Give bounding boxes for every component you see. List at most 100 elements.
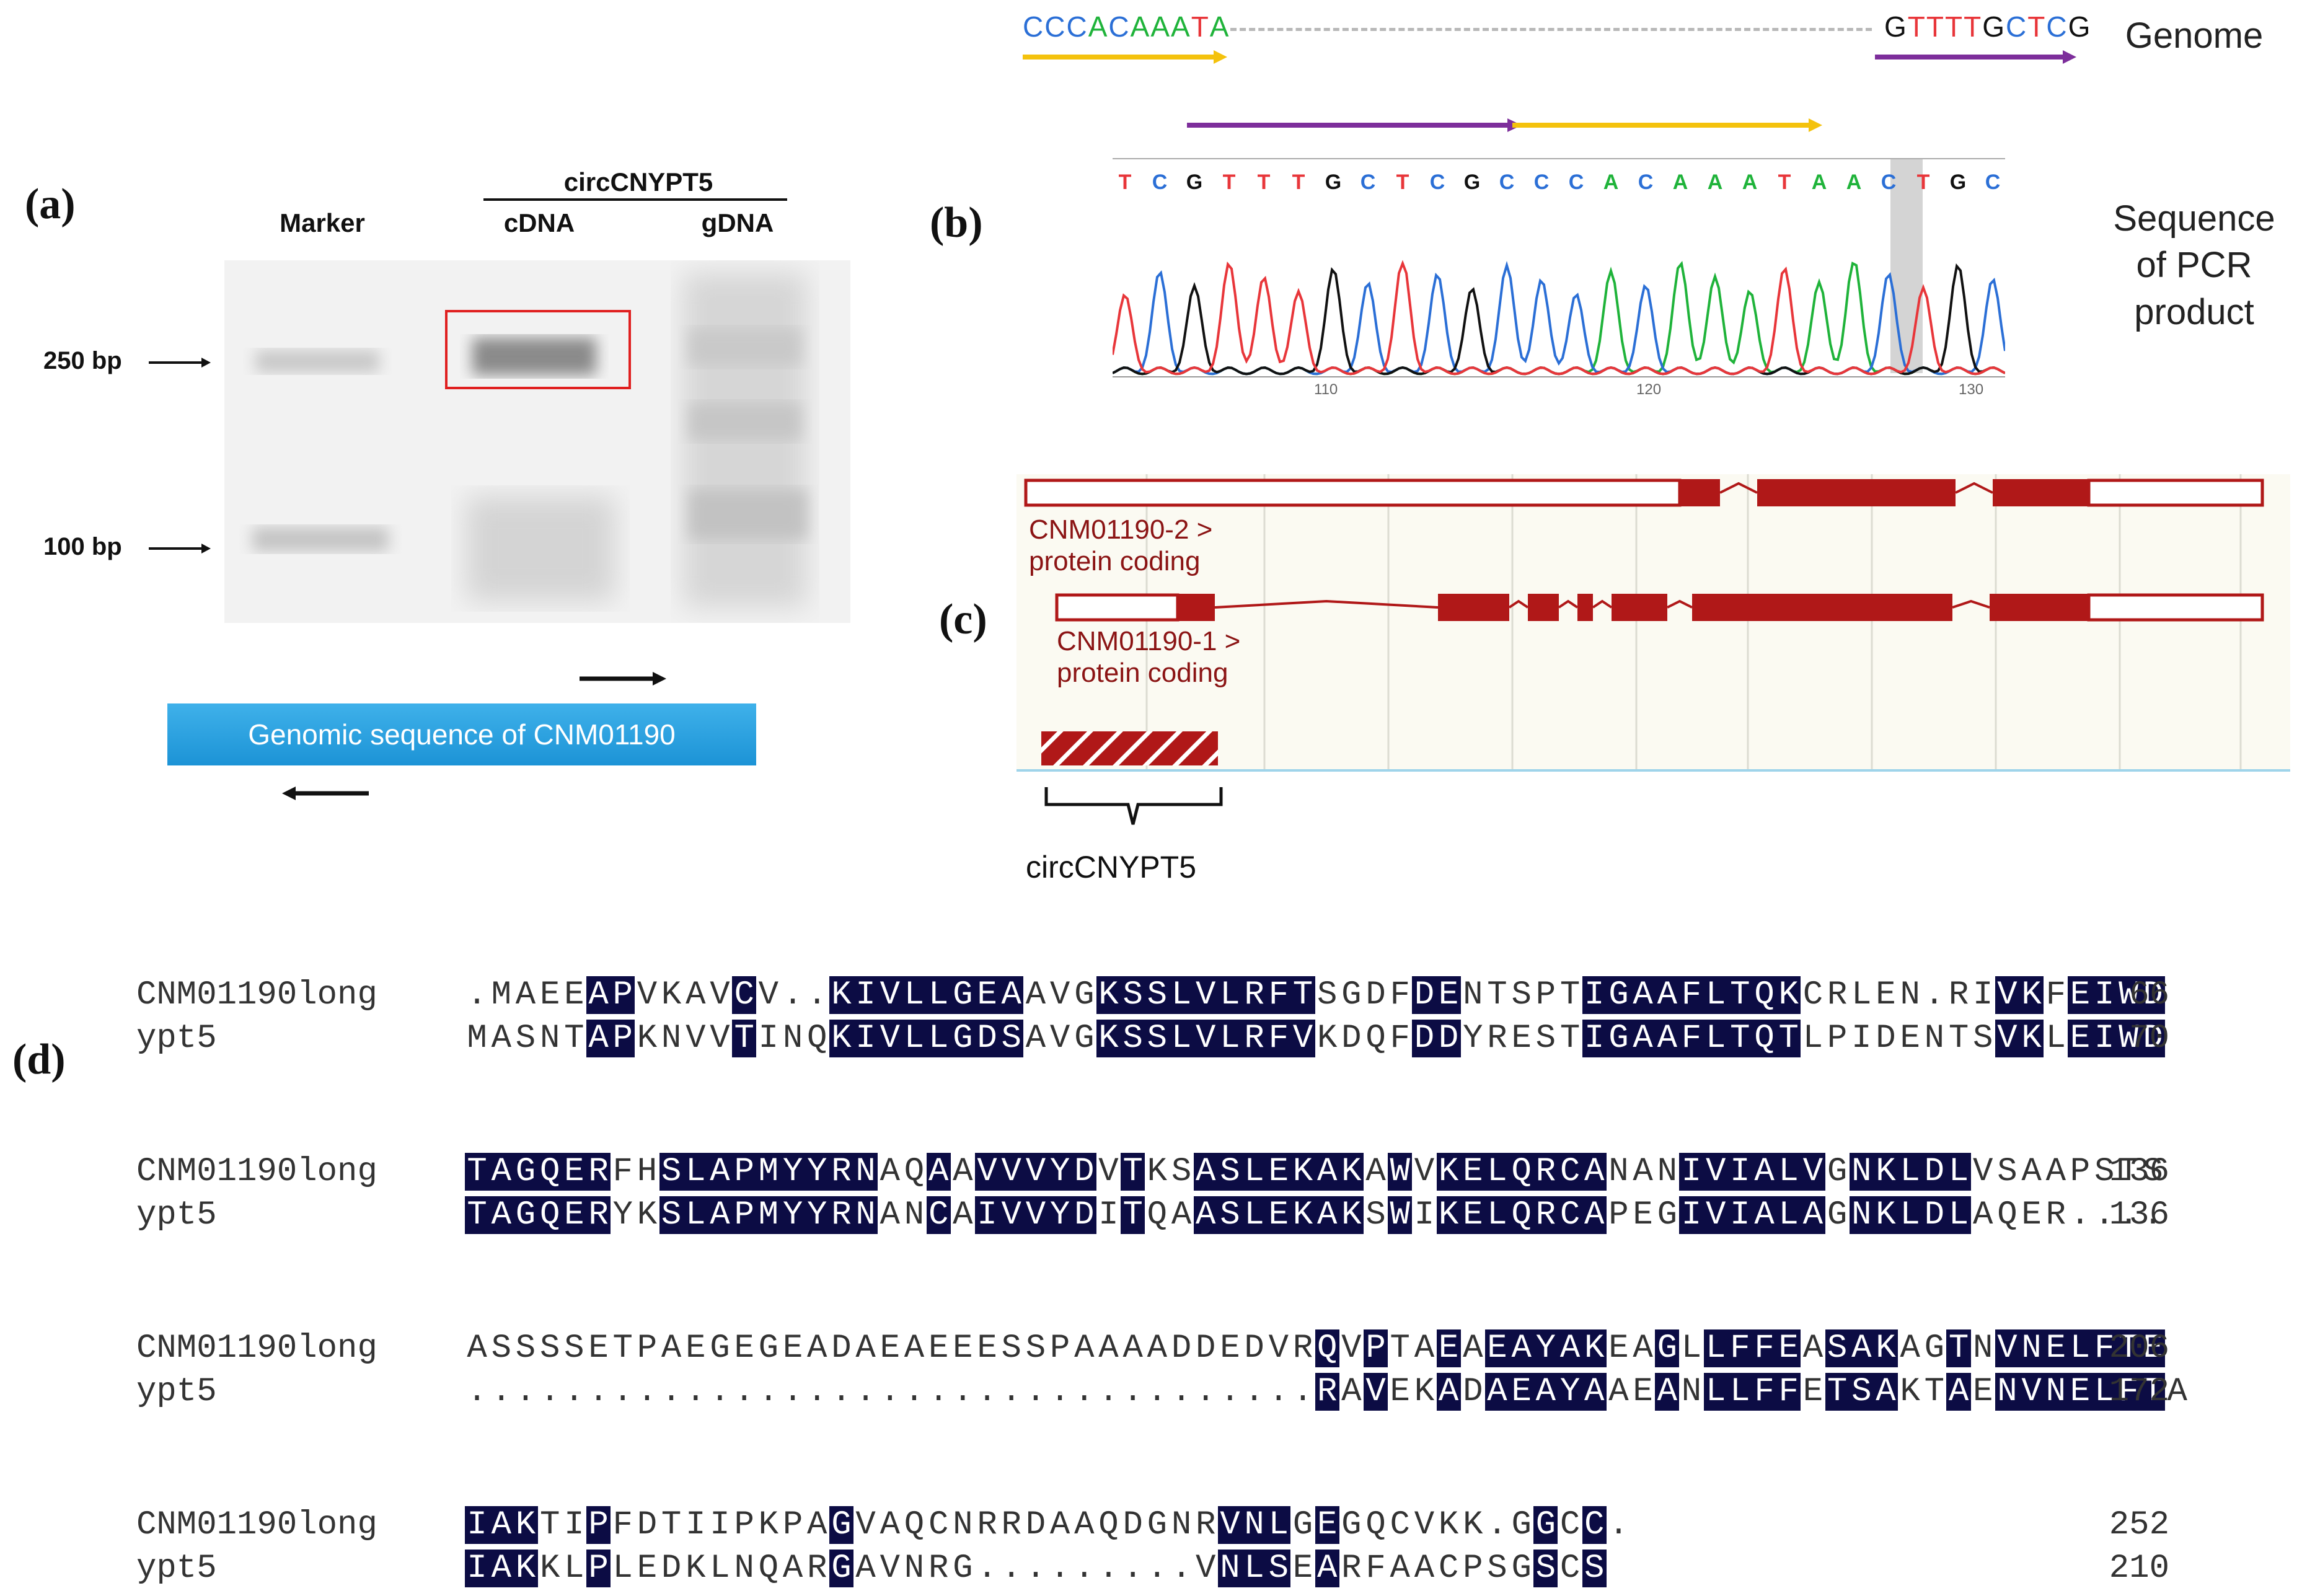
alignment-residue: A [1484, 1373, 1510, 1411]
alignment-residue: G [953, 1550, 973, 1587]
alignment-residue: V [1217, 1506, 1242, 1544]
alignment-residue: . [1025, 1373, 1046, 1411]
alignment-residue: K [637, 1020, 658, 1057]
alignment-residue: D [1922, 1196, 1947, 1234]
alignment-residue: K [1096, 976, 1121, 1014]
alignment-residue: A [1098, 1329, 1119, 1367]
alignment-position: 136 [2109, 1196, 2169, 1234]
alignment-residue: A [926, 1153, 951, 1191]
alignment-residue: A [1365, 1153, 1386, 1191]
alignment-residue: . [1074, 1550, 1095, 1587]
trace-base-call: G [1949, 170, 1967, 194]
alignment-residue: L [1266, 1506, 1291, 1544]
alignment-residue: . [1122, 1373, 1143, 1411]
alignment-residue: S [1849, 1373, 1874, 1411]
alignment-residue: L [1703, 976, 1728, 1014]
alignment-residue: A [880, 1506, 900, 1544]
alignment-residue: K [1582, 1329, 1607, 1367]
alignment-residue: E [1633, 1196, 1653, 1234]
alignment-residue: F [1752, 1329, 1777, 1367]
alignment-residue: S [1535, 1020, 1556, 1057]
alignment-residue: E [928, 1329, 949, 1367]
alignment-residue: K [758, 1506, 779, 1544]
alignment-residue: A [1633, 1329, 1653, 1367]
alignment-residue: F [1365, 1550, 1386, 1587]
genome-left-base: T [1191, 11, 1210, 43]
alignment-residue: A [1631, 976, 1656, 1014]
alignment-residue: T [1290, 976, 1315, 1014]
alignment-residue: A [1900, 1329, 1920, 1367]
alignment-residue: E [637, 1550, 658, 1587]
alignment-residue: N [953, 1506, 973, 1544]
alignment-residue: P [732, 1153, 757, 1191]
alignment-residue: V [1414, 1153, 1435, 1191]
alignment-seq-name: CNM01190long [136, 1506, 377, 1544]
alignment-residue: S [1145, 1020, 1170, 1057]
alignment-residue: E [1436, 976, 1461, 1014]
alignment-residue: . [1147, 1550, 1168, 1587]
alignment-residue: . [2119, 1196, 2139, 1234]
alignment-residue: T [1121, 1153, 1145, 1191]
alignment-residue: S [491, 1329, 511, 1367]
alignment-residue: P [1535, 976, 1556, 1014]
alignment-residue: C [1559, 1550, 1581, 1587]
alignment-position: 210 [2109, 1550, 2169, 1587]
alignment-residue: L [1776, 1153, 1801, 1191]
alignment-residue: I [465, 1550, 490, 1587]
alignment-residue: R [2045, 1196, 2066, 1234]
alignment-residue: F [1752, 1373, 1777, 1411]
genome-left-base: C [1066, 11, 1088, 43]
alignment-residue: E [1802, 1373, 1824, 1411]
alignment-residue: E [1220, 1329, 1240, 1367]
alignment-residue: Y [1533, 1329, 1558, 1367]
alignment-residue: T [1487, 976, 1507, 1014]
alignment-residue: R [977, 1506, 997, 1544]
alignment-residue: I [1973, 976, 1993, 1014]
alignment-residue: S [1487, 1550, 1507, 1587]
alignment-residue: K [1339, 1196, 1364, 1234]
alignment-residue: G [1924, 1329, 1945, 1367]
alignment-residue: V [710, 1020, 730, 1057]
genome-left-sequence: C C C A C A A A T A [1023, 10, 1230, 43]
alignment-residue: L [1727, 1373, 1752, 1411]
alignment-residue: D [1341, 1020, 1362, 1057]
alignment-residue: A [1655, 1373, 1680, 1411]
alignment-residue: A [586, 1020, 611, 1057]
alignment-residue: C [1558, 1153, 1582, 1191]
alignment-residue: Q [1997, 1196, 2018, 1234]
alignment-residue: M [467, 1020, 487, 1057]
trace-base-call: T [1118, 170, 1132, 194]
alignment-residue: E [1900, 1020, 1920, 1057]
alignment-residue: A [1414, 1550, 1435, 1587]
alignment-residue: L [1898, 1153, 1923, 1191]
primer-forward-arrow [580, 672, 666, 686]
alignment-residue: V [1995, 976, 2019, 1014]
alignment-residue: A [489, 1506, 514, 1544]
alignment-residue: . [880, 1373, 900, 1411]
alignment-residue: L [1898, 1196, 1923, 1234]
genome-left-base: A [1130, 11, 1151, 43]
alignment-residue: . [928, 1373, 949, 1411]
genome-right-base: T [2027, 11, 2047, 43]
alignment-position: 252 [2109, 1506, 2169, 1544]
trace-tick-120: 120 [1636, 381, 1662, 398]
alignment-residue: . [1098, 1373, 1119, 1411]
alignment-residue: A [1752, 1153, 1777, 1191]
alignment-residue: Q [1509, 1196, 1534, 1234]
alignment-seq-name: ypt5 [136, 1020, 217, 1057]
alignment-residue: F [612, 1153, 633, 1191]
transcript-label-2: CNM01190-1 > protein coding [1057, 626, 1240, 689]
alignment-residue: T [1727, 1020, 1752, 1057]
alignment-residue: A [1315, 1196, 1339, 1234]
alignment-residue: M [756, 1153, 781, 1191]
alignment-residue: . [1171, 1373, 1192, 1411]
alignment-residue: W [1388, 1153, 1413, 1191]
size-arrow-250 [149, 358, 211, 368]
alignment-residue: D [1412, 976, 1437, 1014]
pcr-label-line: product [2134, 291, 2254, 332]
alignment-residue: D [2140, 1020, 2166, 1057]
